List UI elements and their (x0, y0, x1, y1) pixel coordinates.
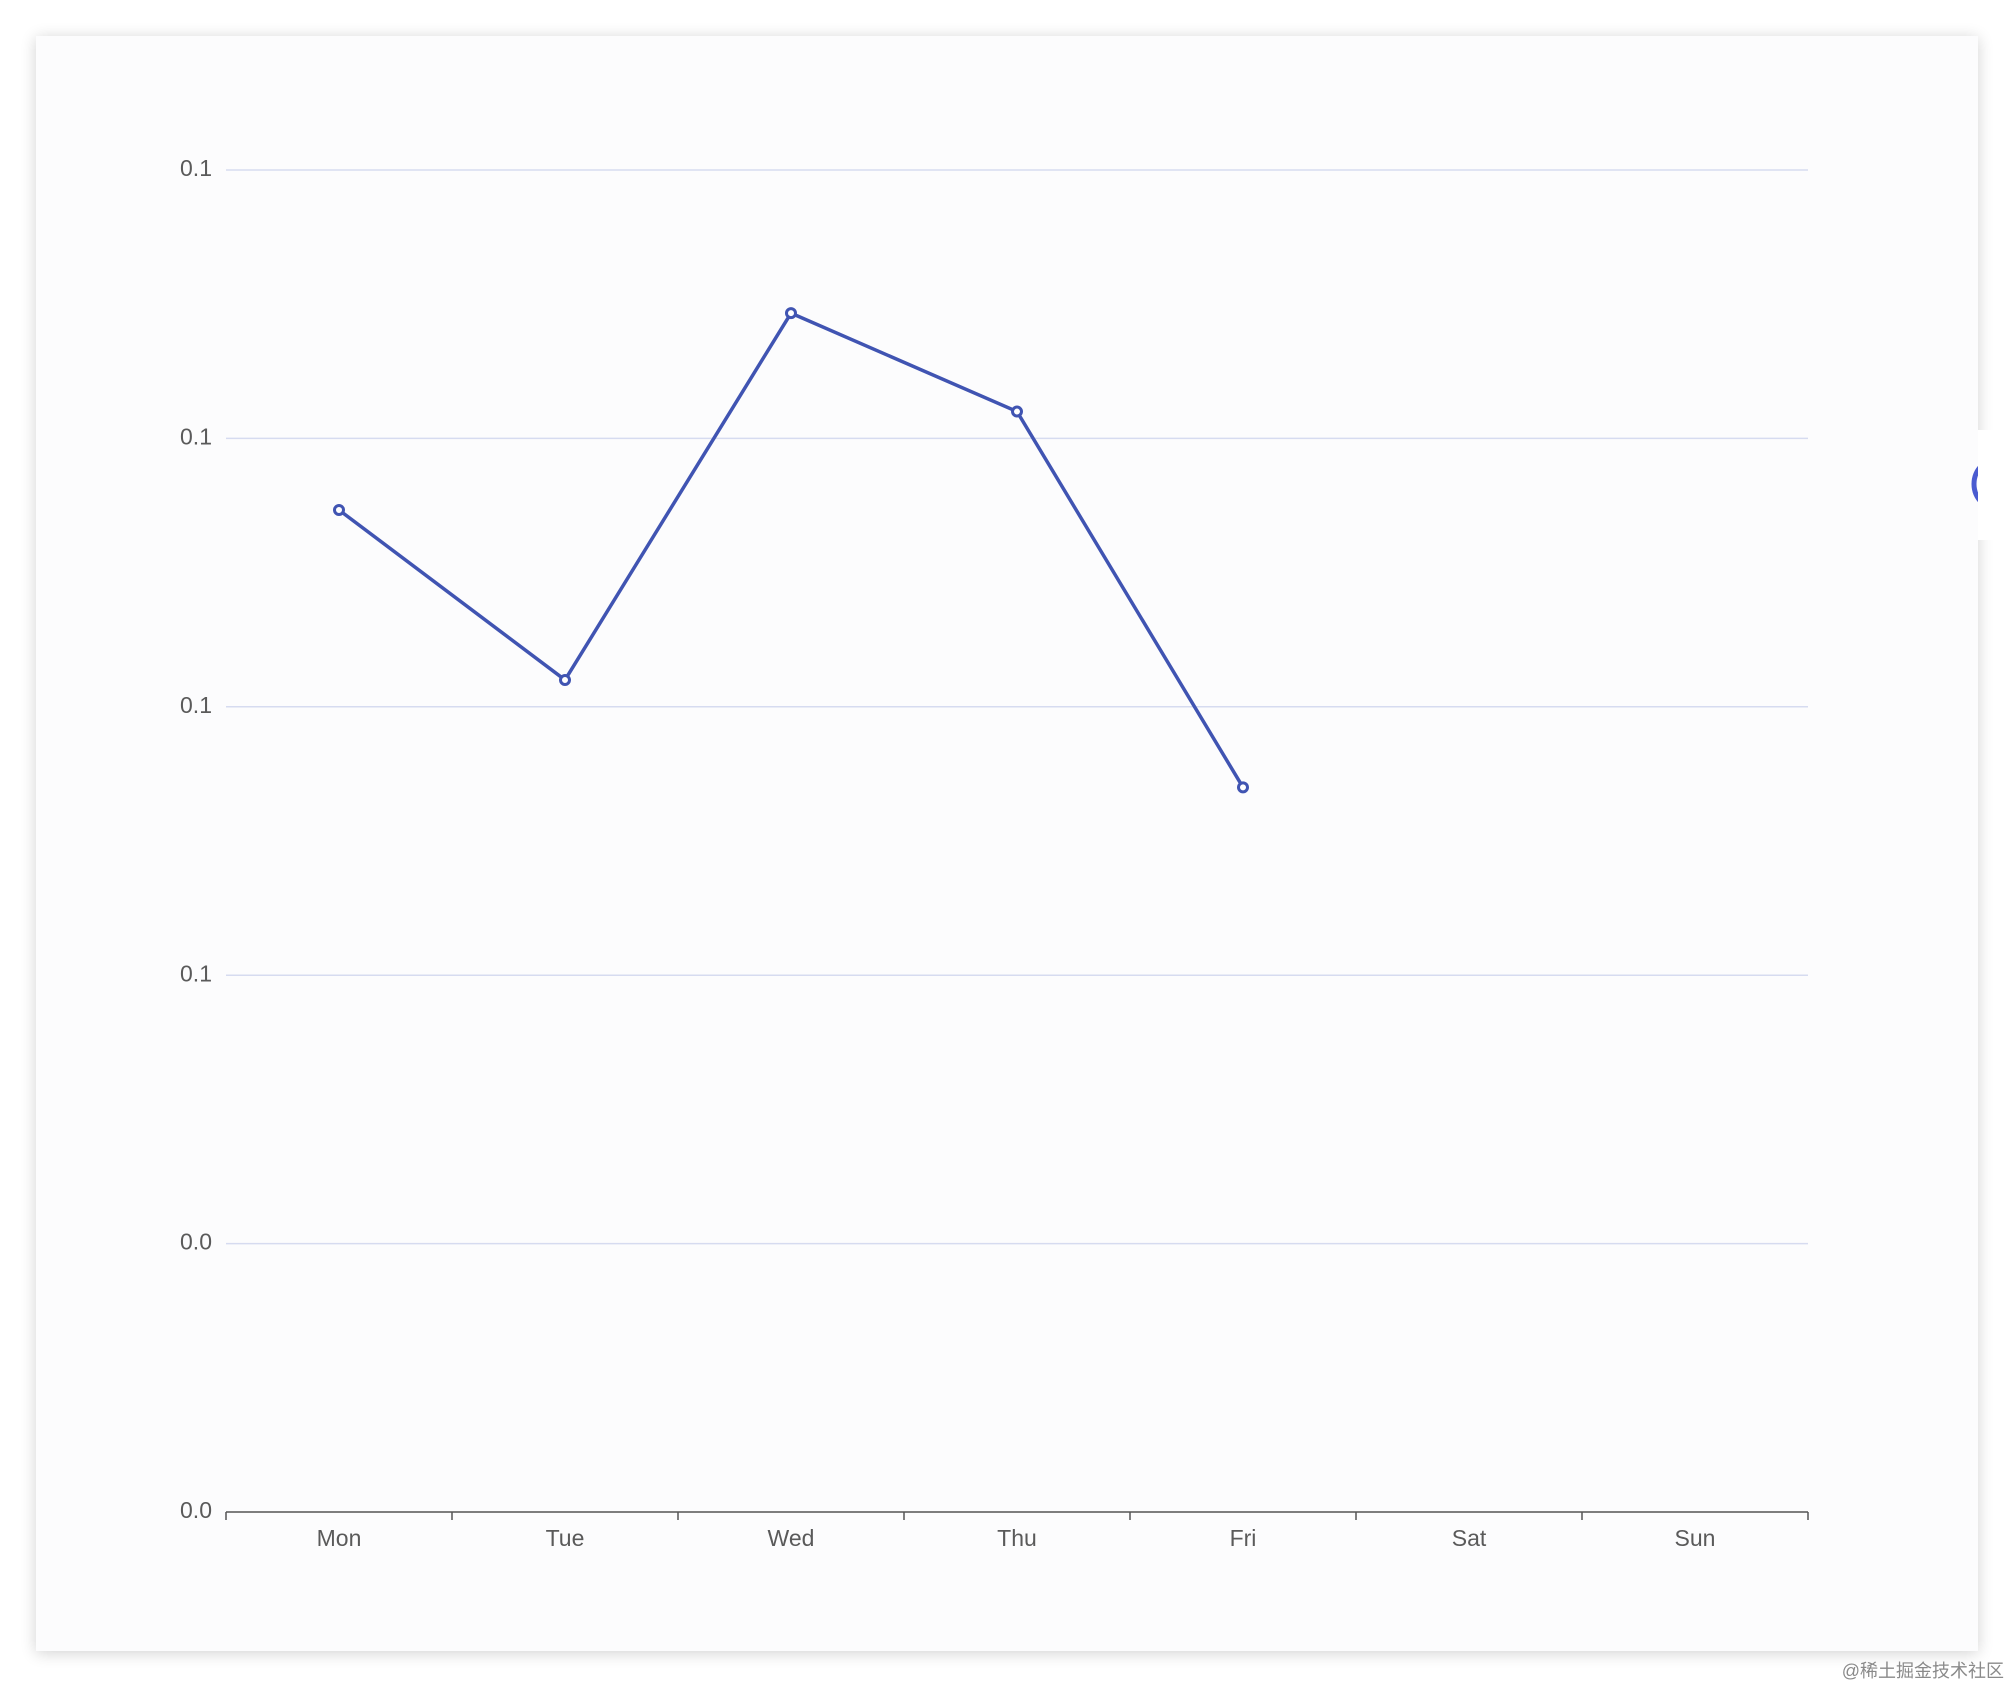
y-tick-label: 0.1 (180, 692, 212, 718)
watermark: @稀土掘金技术社区 (1842, 1661, 2004, 1681)
x-tick-label: Sat (1452, 1525, 1487, 1551)
x-tick-label: Mon (317, 1525, 362, 1551)
data-point (785, 307, 797, 320)
y-tick-label: 0.1 (180, 423, 212, 449)
data-point (559, 673, 571, 686)
side-mask (1978, 430, 2014, 540)
card (36, 36, 1978, 1651)
y-tick-label: 0.1 (180, 960, 212, 986)
x-tick-label: Thu (997, 1525, 1037, 1551)
data-point (1237, 781, 1249, 794)
x-tick-label: Tue (546, 1525, 585, 1551)
plot: 0.0 0.0 0.1 0.1 0.1 0.1 Mon Tue Wed Thu Fri Sat Sun (180, 155, 1809, 1551)
data-point (333, 503, 345, 516)
x-tick-label: Sun (1675, 1525, 1716, 1551)
data-point (1011, 405, 1023, 418)
y-tick-label: 0.1 (180, 155, 212, 181)
y-tick-label: 0.0 (180, 1229, 212, 1255)
x-tick-label: Wed (768, 1525, 815, 1551)
y-tick-label: 0.0 (180, 1497, 212, 1523)
x-tick-label: Fri (1230, 1525, 1257, 1551)
